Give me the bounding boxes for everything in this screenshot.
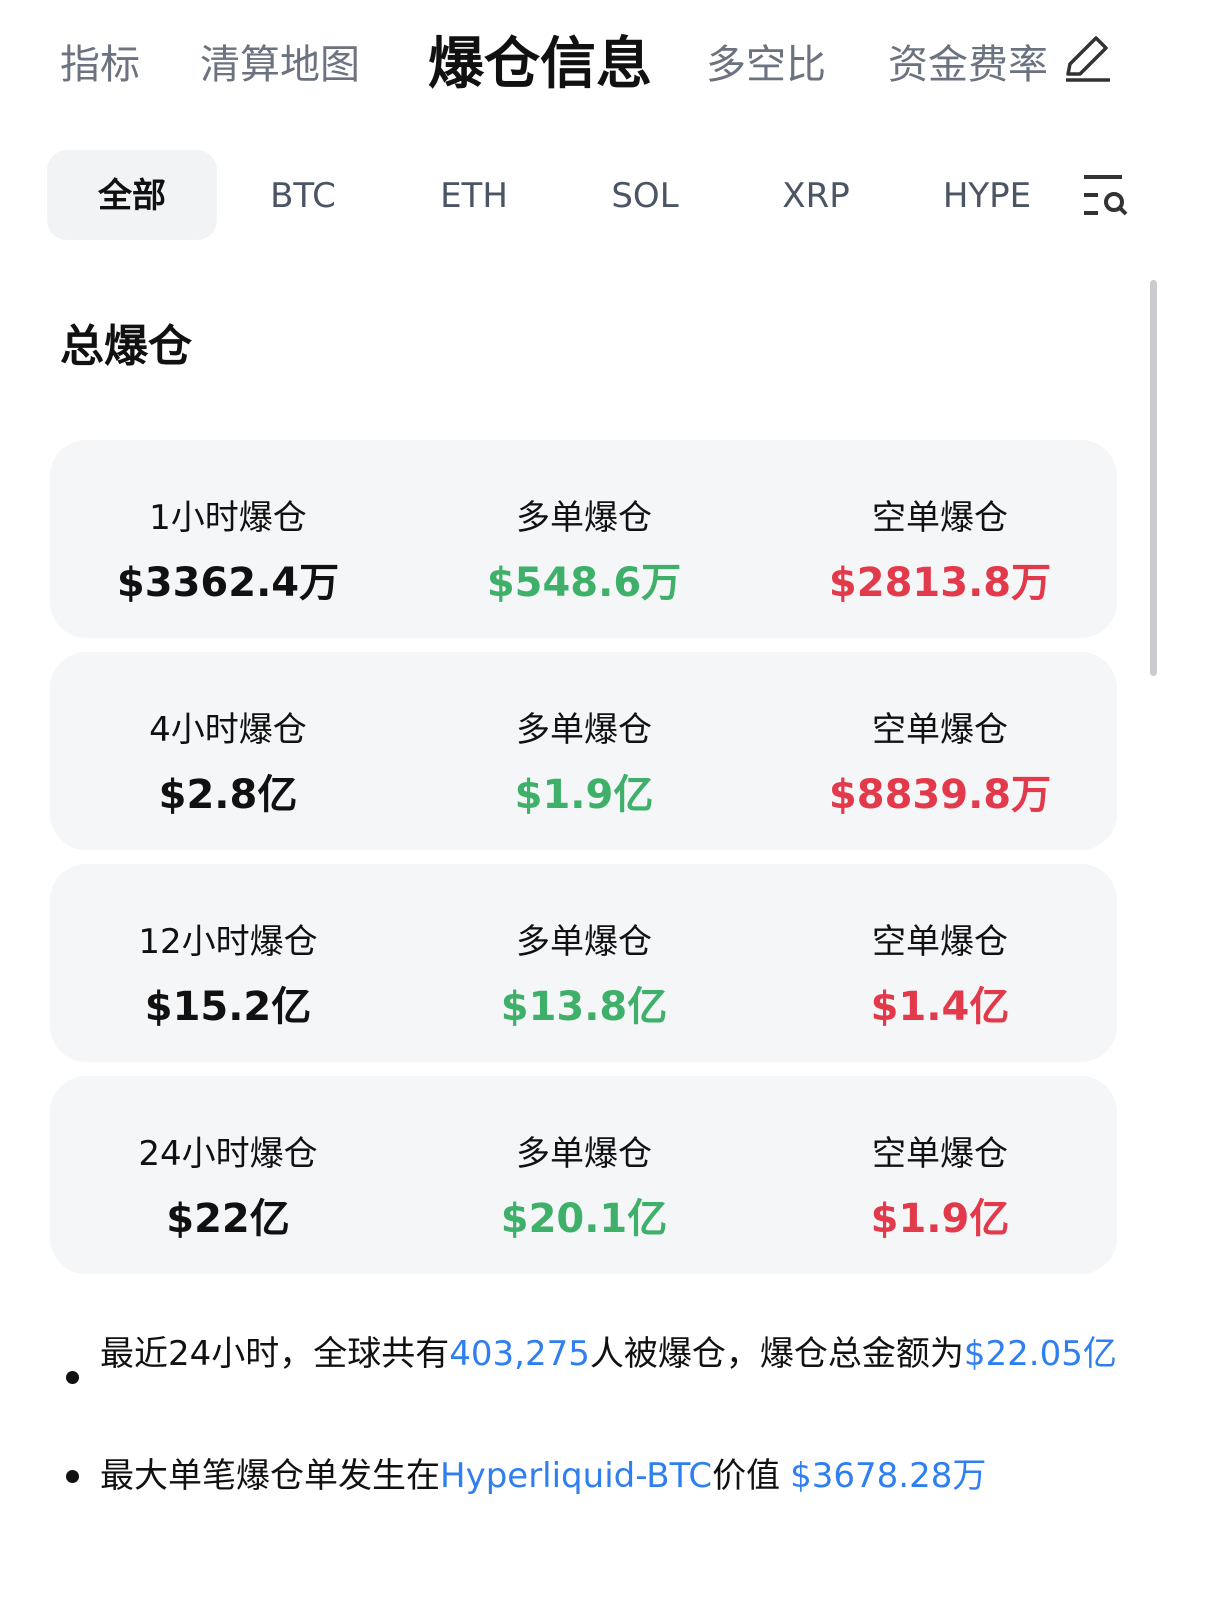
card: 24小时爆仓 $22亿 多单爆仓 $20.1亿 空单爆仓 $1.9亿 [50, 1076, 1117, 1274]
stat-label: 1小时爆仓 [149, 498, 307, 538]
note-text: 最近24小时，全球共有 [100, 1334, 450, 1374]
stat-value: $13.8亿 [500, 984, 668, 1030]
top-tab[interactable]: 资金费率 [888, 42, 1048, 88]
top-tabs: 指标 清算地图 爆仓信息 多空比 资金费率 [0, 20, 1090, 110]
coin-tab[interactable]: ETH [440, 176, 508, 216]
stat-label: 多单爆仓 [516, 922, 652, 962]
stat-value: $2813.8万 [828, 560, 1052, 606]
stat-value: $8839.8万 [828, 772, 1052, 818]
note-text: 价值 [712, 1456, 781, 1496]
highlight[interactable]: 403,275 [449, 1334, 590, 1374]
note-text: 最大单笔爆仓单发生在 [100, 1456, 440, 1496]
scrollbar [1150, 280, 1157, 676]
bullet [66, 1470, 79, 1483]
filter-icon[interactable] [1082, 174, 1130, 218]
stat-value: $20.1亿 [500, 1196, 668, 1242]
highlight[interactable]: $3678.28万 [790, 1456, 987, 1496]
stat-label: 空单爆仓 [872, 922, 1008, 962]
stat-label: 空单爆仓 [872, 710, 1008, 750]
coin-tab[interactable]: BTC [270, 176, 336, 216]
bullet [66, 1371, 79, 1384]
stat-label: 多单爆仓 [516, 710, 652, 750]
top-tab[interactable]: 清算地图 [200, 42, 360, 88]
stat-value: $548.6万 [486, 560, 682, 606]
stat-label: 4小时爆仓 [149, 710, 307, 750]
card: 1小时爆仓 $3362.4万 多单爆仓 $548.6万 空单爆仓 $2813.8万 [50, 440, 1117, 638]
highlight[interactable]: $22.05亿 [963, 1334, 1117, 1374]
top-tab[interactable]: 多空比 [706, 42, 826, 88]
highlight[interactable]: Hyperliquid-BTC [440, 1456, 713, 1496]
stat-label: 多单爆仓 [516, 498, 652, 538]
stat-value: $1.9亿 [514, 772, 654, 818]
card: 4小时爆仓 $2.8亿 多单爆仓 $1.9亿 空单爆仓 $8839.8万 [50, 652, 1117, 850]
stat-label: 12小时爆仓 [138, 922, 318, 962]
stat-label: 24小时爆仓 [138, 1134, 318, 1174]
coin-tab[interactable]: 全部 [47, 150, 217, 240]
stat-label: 空单爆仓 [872, 498, 1008, 538]
stat-value: $3362.4万 [116, 560, 340, 606]
note: 最近24小时，全球共有403,275人被爆仓，爆仓总金额为$22.05亿 [100, 1330, 1140, 1378]
coin-tab[interactable]: XRP [782, 176, 850, 216]
stat-value: $22亿 [166, 1196, 290, 1242]
stat-label: 多单爆仓 [516, 1134, 652, 1174]
stat-value: $2.8亿 [158, 772, 298, 818]
stat-label: 空单爆仓 [872, 1134, 1008, 1174]
coin-tab[interactable]: HYPE [942, 176, 1032, 216]
note: 最大单笔爆仓单发生在Hyperliquid-BTC价值 $3678.28万 [100, 1452, 1140, 1500]
stat-value: $1.4亿 [870, 984, 1010, 1030]
stat-value: $1.9亿 [870, 1196, 1010, 1242]
stat-value: $15.2亿 [144, 984, 312, 1030]
top-tab[interactable]: 指标 [60, 42, 140, 88]
coin-tabs: 全部 BTC ETH SOL XRP HYPE [0, 150, 1205, 240]
coin-tab[interactable]: SOL [611, 176, 679, 216]
section-title: 总爆仓 [60, 321, 192, 372]
edit-icon[interactable] [1062, 32, 1114, 84]
card: 12小时爆仓 $15.2亿 多单爆仓 $13.8亿 空单爆仓 $1.4亿 [50, 864, 1117, 1062]
note-text: 人被爆仓，爆仓总金额为 [589, 1334, 964, 1374]
top-tab[interactable]: 爆仓信息 [428, 32, 652, 97]
